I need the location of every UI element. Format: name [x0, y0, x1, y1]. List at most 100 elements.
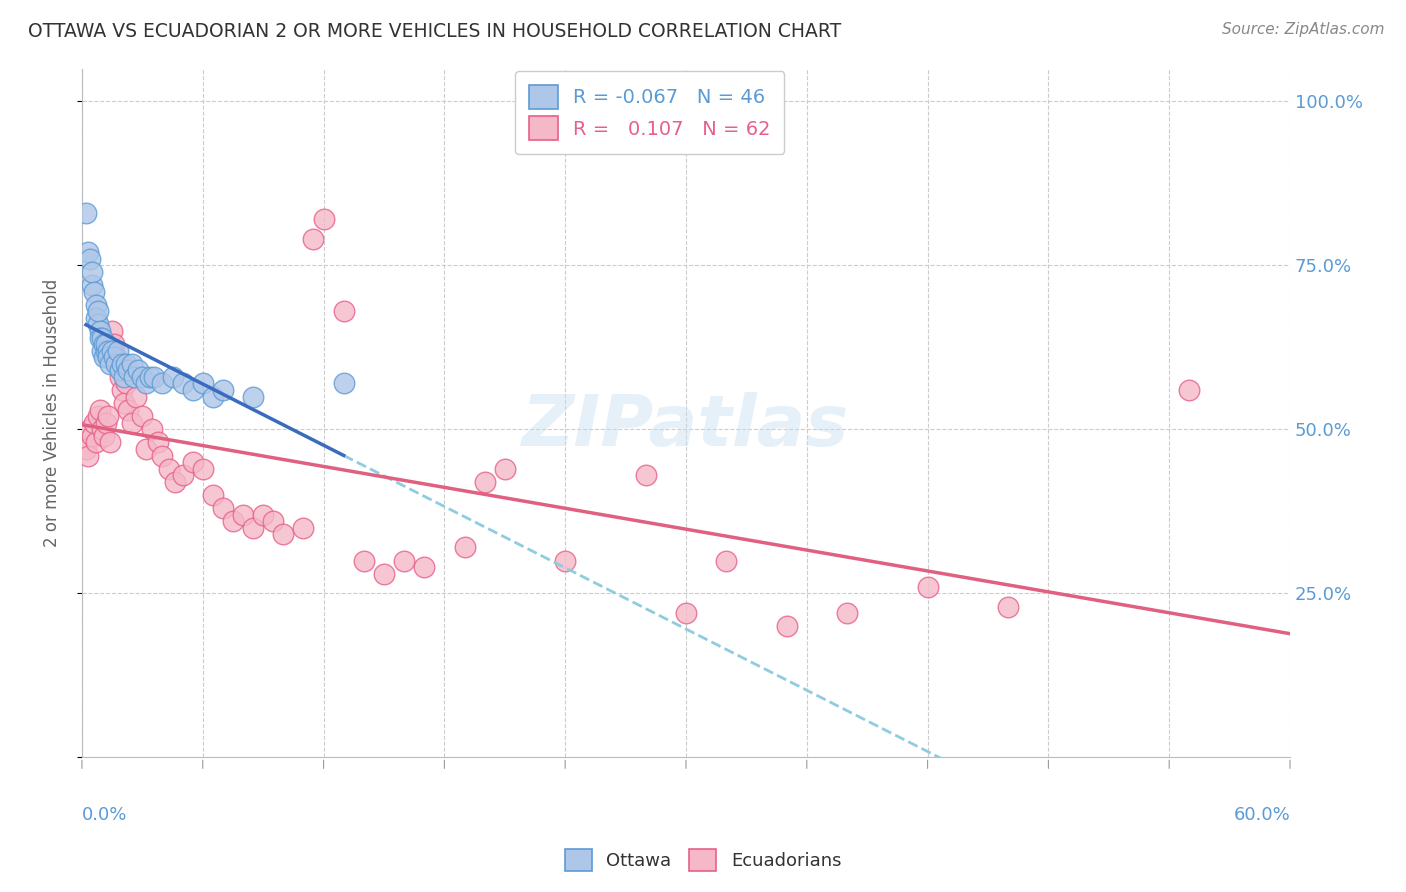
- Point: [89, 324, 111, 338]
- Point: [79, 422, 101, 436]
- Y-axis label: 2 or more Vehicles in Household: 2 or more Vehicles in Household: [44, 279, 60, 547]
- Text: 60.0%: 60.0%: [1233, 805, 1291, 823]
- Point: [172, 468, 194, 483]
- Point: [332, 376, 354, 391]
- Point: [89, 330, 111, 344]
- Point: [201, 488, 224, 502]
- Point: [125, 390, 148, 404]
- Point: [77, 449, 100, 463]
- Point: [98, 357, 121, 371]
- Point: [91, 422, 114, 436]
- Point: [101, 343, 124, 358]
- Point: [997, 599, 1019, 614]
- Point: [112, 370, 135, 384]
- Point: [162, 370, 184, 384]
- Point: [494, 461, 516, 475]
- Point: [152, 449, 174, 463]
- Point: [157, 461, 180, 475]
- Point: [312, 212, 335, 227]
- Point: [80, 265, 103, 279]
- Text: ZIPatlas: ZIPatlas: [522, 392, 849, 461]
- Point: [262, 514, 284, 528]
- Point: [83, 285, 105, 299]
- Point: [232, 508, 254, 522]
- Point: [835, 606, 858, 620]
- Point: [98, 435, 121, 450]
- Point: [139, 370, 162, 384]
- Point: [332, 304, 354, 318]
- Point: [222, 514, 245, 528]
- Text: OTTAWA VS ECUADORIAN 2 OR MORE VEHICLES IN HOUSEHOLD CORRELATION CHART: OTTAWA VS ECUADORIAN 2 OR MORE VEHICLES …: [28, 22, 841, 41]
- Legend: Ottawa, Ecuadorians: Ottawa, Ecuadorians: [557, 842, 849, 879]
- Point: [87, 409, 110, 424]
- Point: [97, 343, 120, 358]
- Point: [97, 409, 120, 424]
- Point: [75, 442, 97, 456]
- Point: [212, 383, 235, 397]
- Point: [89, 402, 111, 417]
- Point: [634, 468, 657, 483]
- Point: [94, 343, 117, 358]
- Point: [353, 553, 375, 567]
- Point: [97, 350, 120, 364]
- Point: [201, 390, 224, 404]
- Point: [105, 350, 128, 364]
- Point: [127, 363, 149, 377]
- Point: [212, 501, 235, 516]
- Point: [148, 435, 170, 450]
- Point: [181, 455, 204, 469]
- Point: [554, 553, 576, 567]
- Point: [121, 357, 143, 371]
- Point: [1178, 383, 1201, 397]
- Point: [112, 396, 135, 410]
- Point: [103, 337, 125, 351]
- Point: [93, 337, 115, 351]
- Point: [107, 357, 129, 371]
- Point: [413, 560, 436, 574]
- Point: [121, 416, 143, 430]
- Point: [373, 566, 395, 581]
- Point: [181, 383, 204, 397]
- Point: [453, 541, 475, 555]
- Point: [108, 363, 131, 377]
- Point: [107, 343, 129, 358]
- Legend: R = -0.067   N = 46, R =   0.107   N = 62: R = -0.067 N = 46, R = 0.107 N = 62: [515, 71, 785, 153]
- Point: [392, 553, 415, 567]
- Point: [87, 318, 110, 332]
- Point: [94, 416, 117, 430]
- Point: [80, 278, 103, 293]
- Point: [115, 357, 138, 371]
- Point: [75, 206, 97, 220]
- Text: 0.0%: 0.0%: [82, 805, 128, 823]
- Point: [124, 370, 146, 384]
- Point: [117, 363, 139, 377]
- Point: [80, 429, 103, 443]
- Point: [242, 521, 264, 535]
- Point: [93, 429, 115, 443]
- Point: [131, 409, 153, 424]
- Point: [115, 376, 138, 391]
- Point: [242, 390, 264, 404]
- Point: [94, 337, 117, 351]
- Point: [135, 376, 157, 391]
- Point: [105, 357, 128, 371]
- Point: [87, 304, 110, 318]
- Point: [111, 357, 134, 371]
- Point: [917, 580, 939, 594]
- Point: [776, 619, 799, 633]
- Point: [191, 376, 214, 391]
- Point: [302, 232, 325, 246]
- Text: Source: ZipAtlas.com: Source: ZipAtlas.com: [1222, 22, 1385, 37]
- Point: [103, 350, 125, 364]
- Point: [117, 402, 139, 417]
- Point: [172, 376, 194, 391]
- Point: [84, 298, 107, 312]
- Point: [292, 521, 315, 535]
- Point: [91, 330, 114, 344]
- Point: [131, 370, 153, 384]
- Point: [101, 324, 124, 338]
- Point: [135, 442, 157, 456]
- Point: [141, 422, 163, 436]
- Point: [84, 435, 107, 450]
- Point: [271, 527, 294, 541]
